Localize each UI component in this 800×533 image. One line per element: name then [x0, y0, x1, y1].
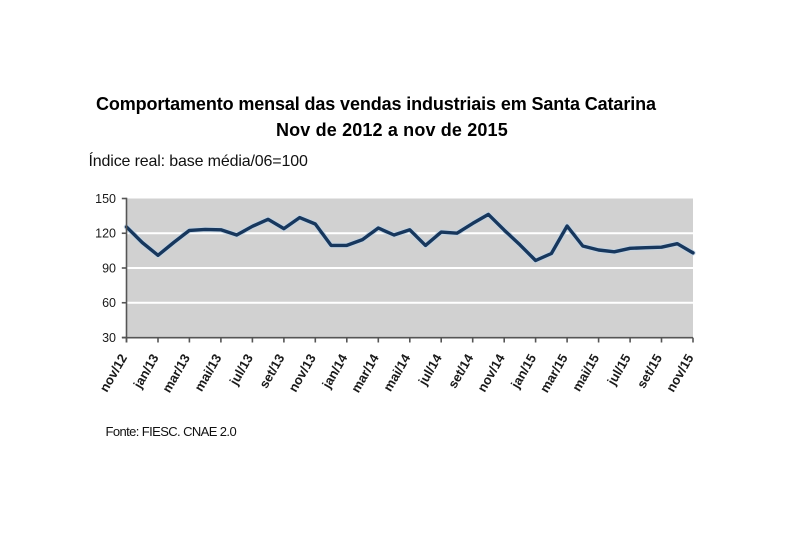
svg-text:jul/13: jul/13: [226, 351, 256, 388]
svg-text:mar/14: mar/14: [348, 351, 382, 395]
svg-text:120: 120: [95, 227, 116, 241]
svg-text:mai/14: mai/14: [380, 351, 414, 394]
svg-text:jan/14: jan/14: [318, 351, 350, 392]
svg-text:nov/13: nov/13: [285, 351, 319, 394]
svg-text:set/15: set/15: [634, 351, 665, 390]
svg-text:mar/13: mar/13: [159, 351, 193, 395]
svg-text:90: 90: [102, 261, 116, 275]
svg-text:mar/15: mar/15: [537, 351, 571, 395]
svg-text:nov/15: nov/15: [663, 351, 697, 394]
svg-text:jan/15: jan/15: [507, 351, 539, 391]
svg-text:mai/13: mai/13: [191, 351, 224, 394]
svg-text:nov/14: nov/14: [474, 351, 508, 395]
svg-text:set/14: set/14: [445, 351, 477, 391]
svg-text:jul/15: jul/15: [604, 351, 634, 388]
svg-text:150: 150: [95, 192, 116, 206]
svg-text:jul/14: jul/14: [415, 351, 445, 389]
svg-text:mai/15: mai/15: [569, 351, 602, 394]
svg-text:set/13: set/13: [256, 351, 287, 390]
svg-text:jan/13: jan/13: [130, 351, 162, 391]
svg-text:30: 30: [102, 331, 116, 345]
svg-text:60: 60: [102, 296, 116, 310]
svg-text:nov/12: nov/12: [97, 351, 131, 394]
